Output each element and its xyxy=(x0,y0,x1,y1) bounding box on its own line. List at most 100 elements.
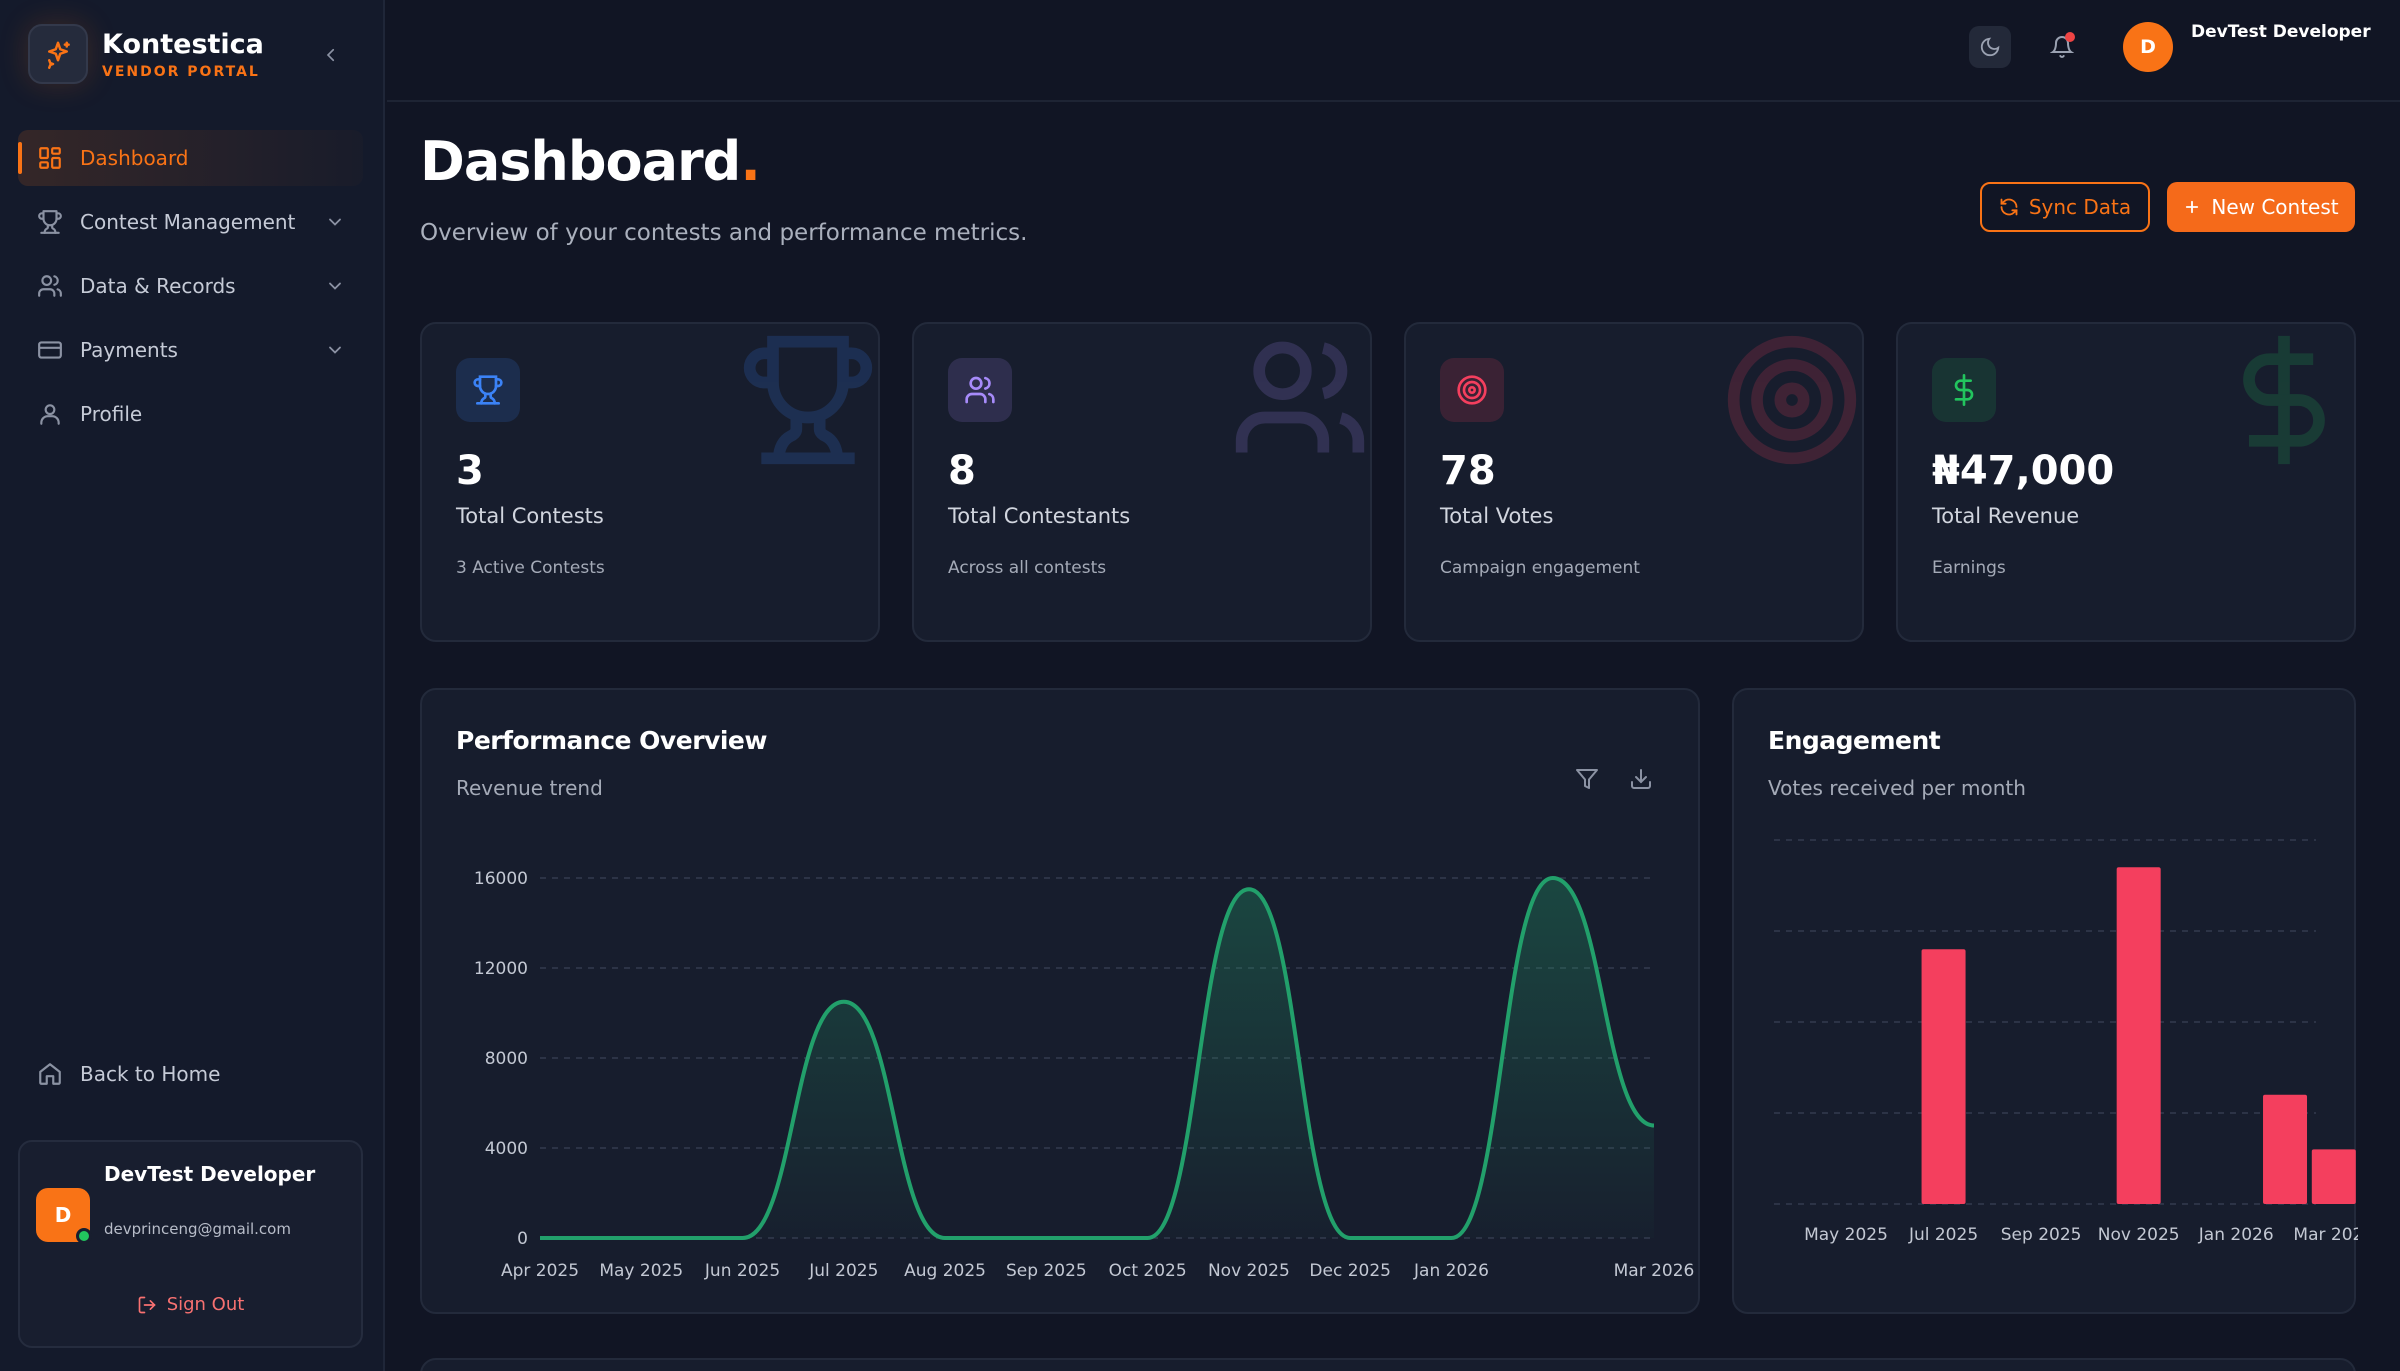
x-tick-label: Oct 2025 xyxy=(1109,1261,1187,1281)
x-tick-label: Jan 2026 xyxy=(1413,1261,1489,1281)
sidebar-item-label: Dashboard xyxy=(80,146,189,170)
sidebar: Kontestica VENDOR PORTAL Dashboard Conte… xyxy=(0,0,385,1371)
bar xyxy=(2116,867,2161,1204)
sidebar-item-label: Contest Management xyxy=(80,210,296,234)
x-tick-label: Apr 2025 xyxy=(501,1261,579,1281)
user-icon xyxy=(36,400,64,428)
sparkle-icon xyxy=(28,24,88,84)
user-card: D DevTest Developer devprinceng@gmail.co… xyxy=(18,1140,363,1348)
y-tick-label: 8000 xyxy=(485,1049,528,1069)
sync-data-button[interactable]: Sync Data xyxy=(1980,182,2150,232)
engagement-panel: May 2025 Jul 2025 Sep 2025 Nov 2025 Jan 2026… xyxy=(1732,688,2358,1314)
sidebar-item-label: Profile xyxy=(80,402,143,426)
notification-badge xyxy=(2065,32,2075,42)
x-tick-label: May 2025 xyxy=(599,1261,683,1281)
chevron-left-icon xyxy=(326,48,335,62)
x-tick-label: Mar 2026 xyxy=(1614,1261,1695,1281)
user-menu-name[interactable]: DevTest Developer xyxy=(2191,22,2371,42)
bar xyxy=(1921,949,1966,1204)
x-tick-label: May 2025 xyxy=(1804,1225,1888,1245)
collapse-sidebar-button[interactable] xyxy=(318,42,344,68)
sidebar-item-dashboard[interactable]: Dashboard xyxy=(18,130,363,186)
chevron-down-icon xyxy=(329,346,341,354)
votes-bar-chart: May 2025 Jul 2025 Sep 2025 Nov 2025 Jan 2026… xyxy=(1774,839,2358,1245)
sidebar-item-profile[interactable]: Profile xyxy=(18,386,363,442)
brand-name: Kontestica xyxy=(102,29,264,60)
chevron-down-icon xyxy=(329,218,341,226)
x-tick-label: Nov 2025 xyxy=(1208,1261,1290,1281)
series-line xyxy=(539,875,1655,1240)
x-tick-label: Jan 2026 xyxy=(2198,1225,2274,1245)
brand-subtitle: VENDOR PORTAL xyxy=(102,64,260,80)
next-section-panel xyxy=(420,1358,2356,1371)
y-tick-label: 0 xyxy=(517,1229,528,1249)
users-icon xyxy=(36,272,64,300)
grid-icon xyxy=(36,144,64,172)
sign-out-button[interactable]: Sign Out xyxy=(20,1294,361,1315)
sidebar-item-payments[interactable]: Payments xyxy=(18,322,363,378)
stat-label: Total Revenue xyxy=(1932,504,2080,528)
back-to-home-link[interactable]: Back to Home xyxy=(36,1060,220,1088)
x-tick-label: Jul 2025 xyxy=(1908,1225,1978,1245)
users-icon xyxy=(1235,341,1365,453)
theme-toggle-button[interactable] xyxy=(1969,26,2011,68)
stat-value: 3 xyxy=(456,448,484,494)
sidebar-nav: Dashboard Contest Management Data & Reco… xyxy=(18,130,363,450)
panel-title: Performance Overview xyxy=(456,726,767,755)
sidebar-item-label: Data & Records xyxy=(80,274,236,298)
stat-card-total-contests: 3 Total Contests 3 Active Contests xyxy=(420,322,880,642)
x-tick-label: Jun 2025 xyxy=(704,1261,780,1281)
logout-icon xyxy=(137,1295,157,1315)
panel-title: Engagement xyxy=(1768,726,1941,755)
filter-button[interactable] xyxy=(1572,764,1602,794)
notifications-button[interactable] xyxy=(2041,26,2083,68)
plus-icon xyxy=(2183,198,2201,216)
stat-label: Total Votes xyxy=(1440,504,1554,528)
y-tick-label: 4000 xyxy=(485,1139,528,1159)
sidebar-item-contest-management[interactable]: Contest Management xyxy=(18,194,363,250)
download-button[interactable] xyxy=(1626,764,1656,794)
sign-out-label: Sign Out xyxy=(166,1294,245,1315)
filter-icon xyxy=(1576,769,1598,789)
stat-label: Total Contestants xyxy=(948,504,1131,528)
user-email: devprinceng@gmail.com xyxy=(104,1220,291,1238)
trophy-icon xyxy=(743,335,873,465)
x-tick-label: Dec 2025 xyxy=(1309,1261,1391,1281)
avatar: D xyxy=(36,1188,90,1242)
user-avatar-button[interactable]: D xyxy=(2123,22,2173,72)
stat-subtext: 3 Active Contests xyxy=(456,558,605,578)
stat-subtext: Campaign engagement xyxy=(1440,558,1640,578)
x-tick-label: Sep 2025 xyxy=(2001,1225,2082,1245)
stat-card-total-votes: 78 Total Votes Campaign engagement xyxy=(1404,322,1864,642)
user-name: DevTest Developer xyxy=(104,1162,316,1186)
brand[interactable]: Kontestica VENDOR PORTAL xyxy=(28,24,264,84)
sidebar-item-data-records[interactable]: Data & Records xyxy=(18,258,363,314)
y-tick-label: 16000 xyxy=(474,869,528,889)
trophy-icon xyxy=(456,358,520,422)
stat-value: ₦47,000 xyxy=(1932,448,2115,494)
topbar: D DevTest Developer xyxy=(387,0,2400,102)
performance-overview-panel: 0 4000 8000 12000 16000 Apr 2025 May 2025 Jun 2… xyxy=(420,688,1700,1314)
refresh-icon xyxy=(1999,197,2019,217)
stat-label: Total Contests xyxy=(456,504,604,528)
moon-icon xyxy=(1980,37,2000,57)
area-fill xyxy=(540,878,1654,1238)
panel-subtitle: Votes received per month xyxy=(1768,776,2026,800)
bar xyxy=(2311,1149,2356,1204)
download-icon xyxy=(1631,769,1651,789)
title-dot: . xyxy=(740,130,760,193)
chevron-down-icon xyxy=(329,282,341,290)
x-tick-label: Mar 2026 xyxy=(2293,1225,2358,1245)
stat-subtext: Earnings xyxy=(1932,558,2006,578)
revenue-trend-chart: 0 4000 8000 12000 16000 Apr 2025 May 2025 Jun 2… xyxy=(474,869,1695,1281)
sync-data-label: Sync Data xyxy=(2028,195,2132,219)
dollar-icon xyxy=(2243,335,2325,465)
new-contest-button[interactable]: New Contest xyxy=(2167,182,2355,232)
trophy-icon xyxy=(36,208,64,236)
stat-subtext: Across all contests xyxy=(948,558,1107,578)
x-tick-label: Nov 2025 xyxy=(2098,1225,2180,1245)
new-contest-label: New Contest xyxy=(2211,195,2339,219)
x-tick-label: Aug 2025 xyxy=(904,1261,986,1281)
dollar-icon xyxy=(1932,358,1996,422)
users-icon xyxy=(948,358,1012,422)
